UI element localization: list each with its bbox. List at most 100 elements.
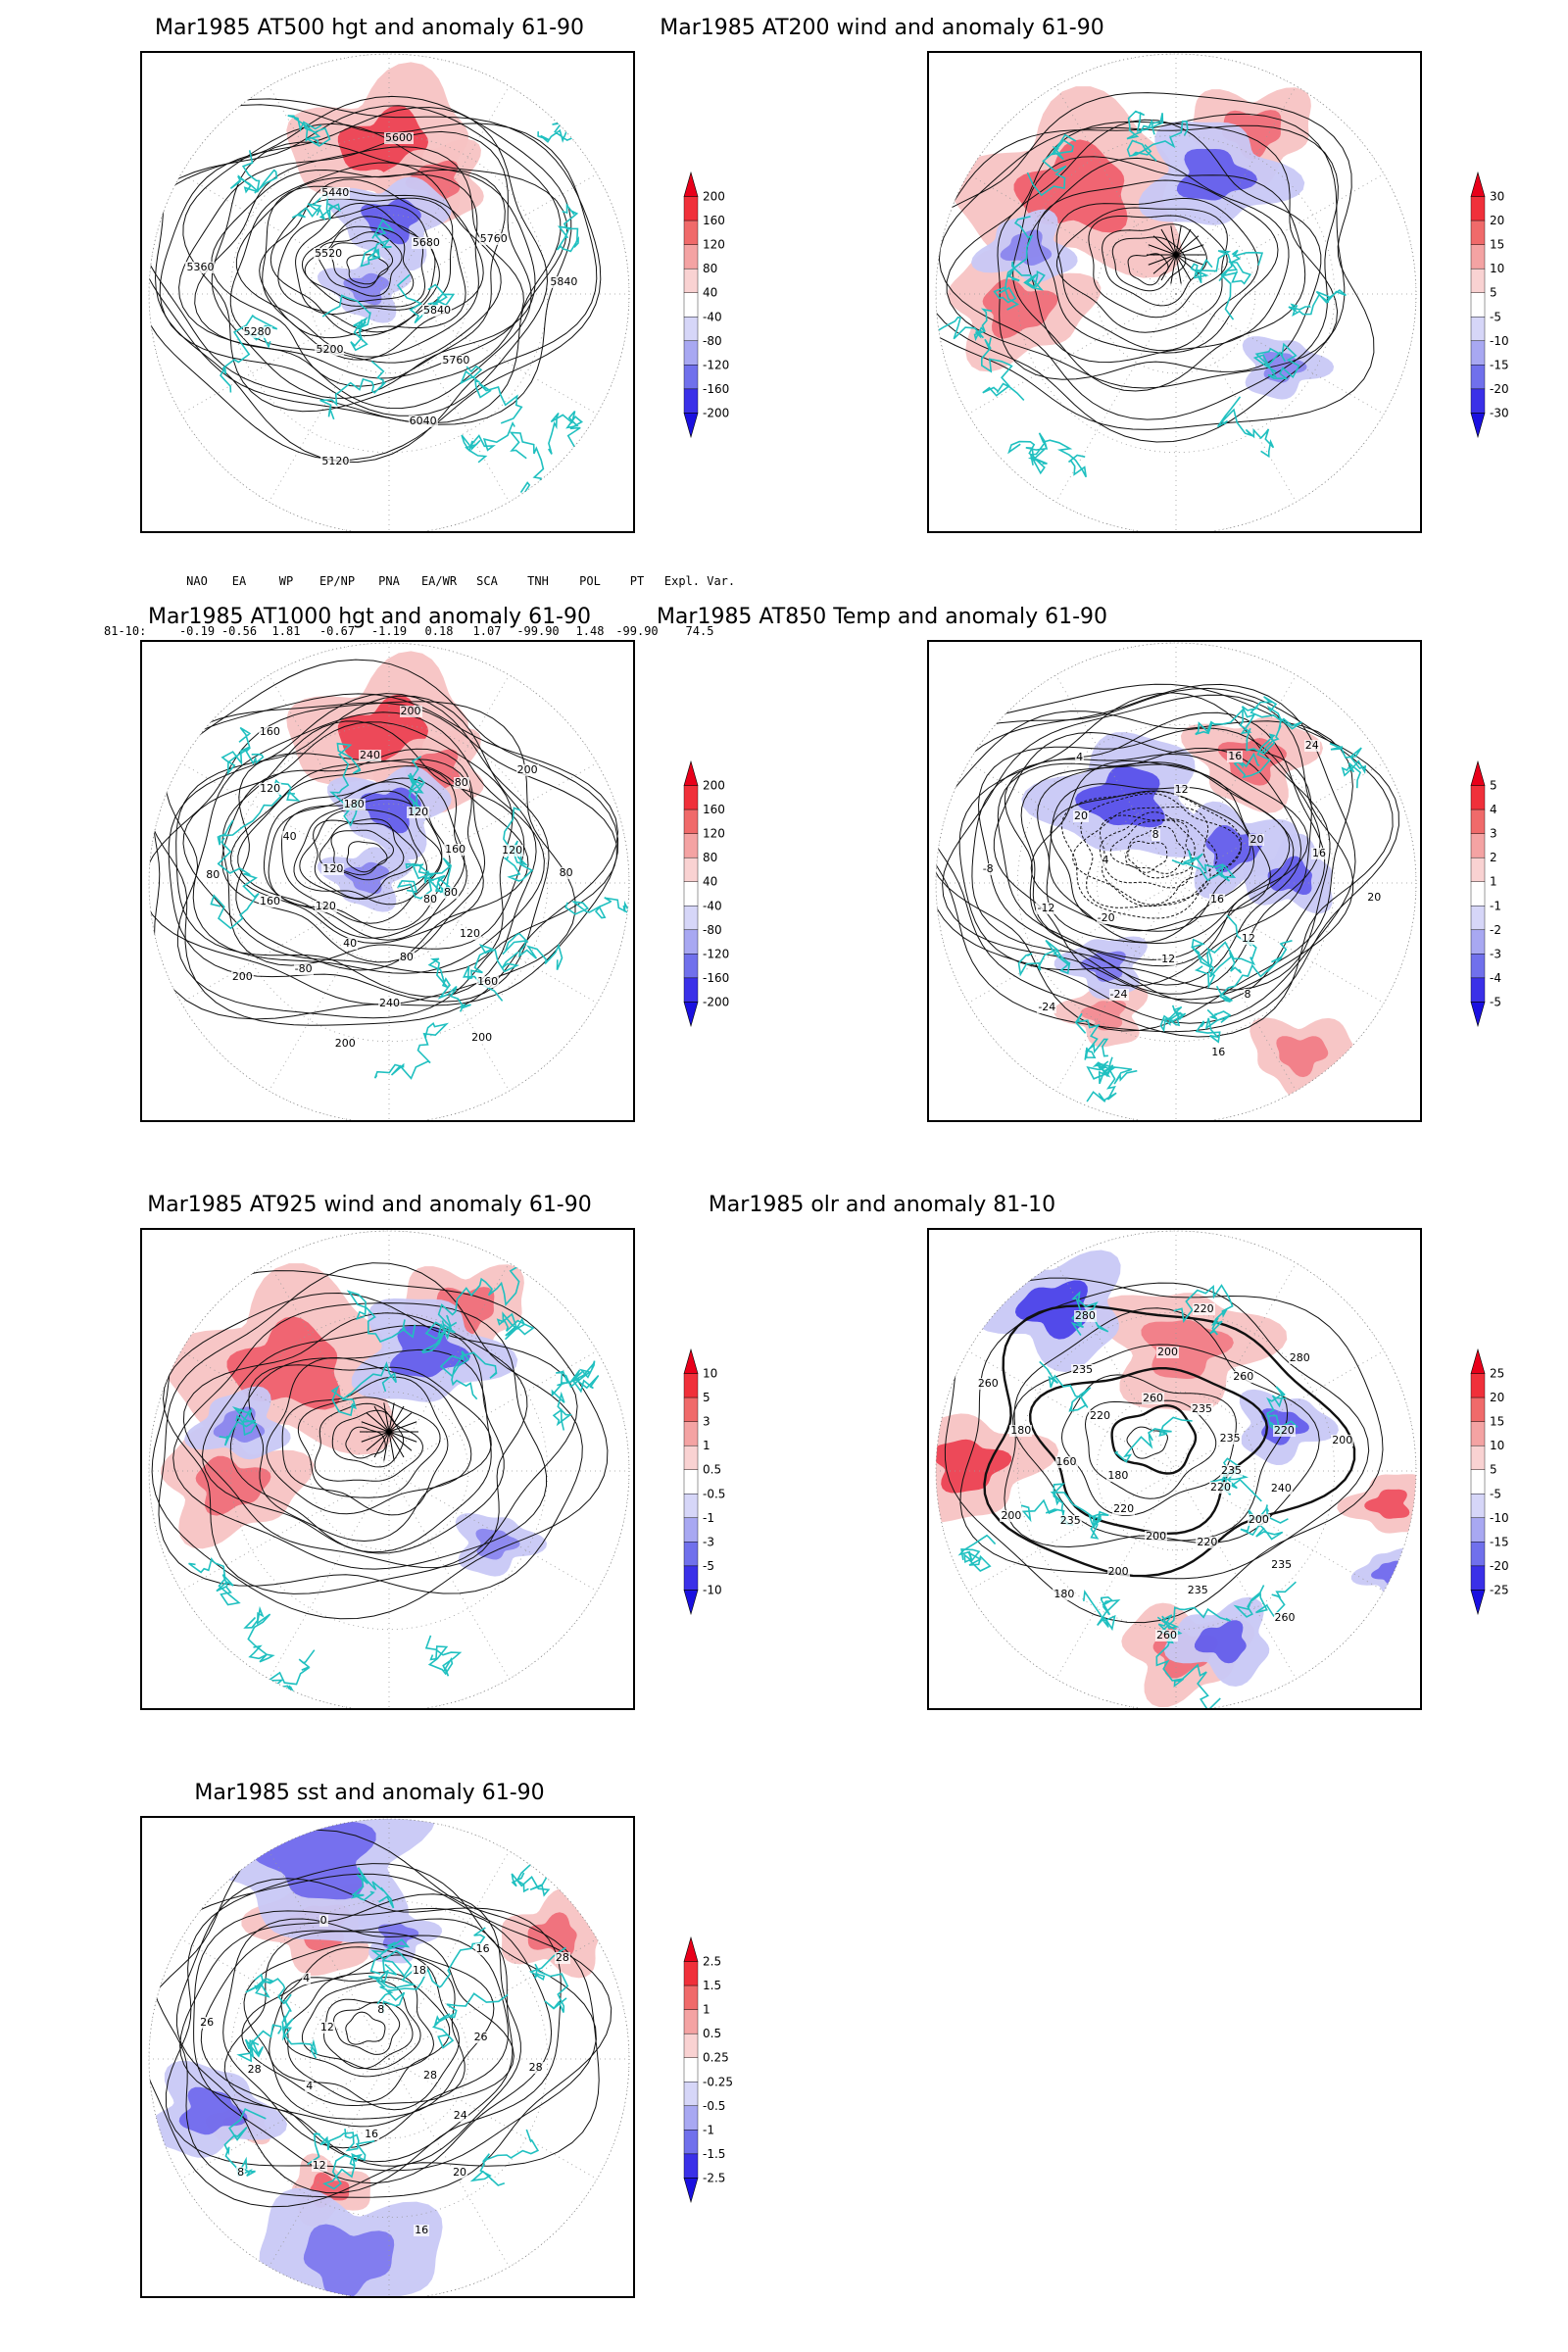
colorbar-label: 15 [1490, 238, 1504, 252]
colorbar-swatch [683, 785, 699, 810]
coastline [407, 756, 425, 815]
colorbar-label: 40 [703, 286, 717, 300]
streamline [388, 1421, 417, 1433]
coastline [346, 1290, 416, 1343]
positive-anomaly [501, 1887, 600, 1979]
contour-line [262, 185, 484, 361]
contour-line [1127, 253, 1169, 286]
contour-line [293, 790, 443, 906]
coastline [1083, 1590, 1121, 1632]
contour-label: 160 [444, 843, 467, 856]
contour-line [149, 98, 602, 461]
contour-label: 220 [1089, 1409, 1111, 1423]
contour-label: 0 [318, 1914, 328, 1928]
latitude-circle [1016, 723, 1336, 1043]
contour-line [329, 240, 394, 288]
colorbar-swatch [683, 1984, 699, 2010]
map-panel-3: 80 120 160 200 80 240 200 40 -80 200 120 160 80 120 40… [140, 640, 635, 1122]
contour-line [345, 2011, 386, 2045]
coastline [1039, 1360, 1092, 1412]
map-panel-2 [927, 51, 1422, 533]
contour-label: 5760 [441, 353, 471, 367]
contour-label: -24 [1037, 1001, 1057, 1014]
contour-label: 28 [554, 1950, 570, 1964]
latitude-circle [229, 1311, 549, 1631]
map-boundary [148, 1230, 630, 1708]
negative-anomaly [475, 1528, 520, 1560]
contour-label: 235 [1058, 1514, 1082, 1528]
colorbar-swatch [683, 1542, 699, 1567]
index-header: NAO [186, 574, 208, 588]
streamline [388, 1431, 395, 1461]
streamline [1175, 254, 1204, 266]
index-header: EP/NP [318, 574, 356, 588]
contour-label: 235 [1186, 1583, 1209, 1596]
colorbar-swatch [1470, 977, 1486, 1003]
contour-label: 40 [342, 936, 359, 950]
colorbar-swatch [683, 977, 699, 1003]
coastline [236, 2024, 282, 2063]
meridian-line [1175, 293, 1385, 415]
coastline [1126, 110, 1164, 140]
contour-label: 120 [459, 926, 482, 940]
contour-line [1055, 197, 1259, 352]
contour-label: 4 [1101, 853, 1110, 866]
colorbar-swatch [1470, 906, 1486, 931]
colorbar-swatch [683, 2057, 699, 2082]
latitude-circle [1016, 1311, 1336, 1631]
contour-line [154, 104, 598, 464]
meridian-line [967, 882, 1177, 1004]
contour-label: 240 [378, 997, 402, 1010]
coastline [551, 1370, 580, 1431]
colorbar-swatch [683, 2082, 699, 2107]
contour-line [259, 178, 466, 339]
contour-line [314, 1402, 423, 1482]
colorbar-swatch [683, 954, 699, 979]
contour-label: 80 [422, 892, 439, 906]
contour-label: 180 [342, 797, 366, 810]
coastline [368, 1969, 416, 2014]
contour-line [263, 777, 466, 941]
contour-line [313, 819, 417, 900]
coastline [502, 932, 564, 971]
colorbar-swatch [1470, 785, 1486, 810]
colorbar-label: -80 [703, 334, 722, 348]
meridian-line [1055, 85, 1177, 295]
colorbar-cap [683, 760, 699, 786]
colorbar-label: -80 [703, 923, 722, 937]
index-header: WP [278, 574, 294, 588]
coastline [1074, 1012, 1109, 1060]
contour-label: 180 [1009, 1423, 1033, 1437]
coastline [528, 1946, 569, 2013]
contour-label: 6040 [408, 414, 438, 427]
index-table-values: 81-10: -0.19 -0.56 1.81 -0.67 -1.19 0.18… [98, 623, 739, 640]
meridian-line [1175, 1350, 1385, 1472]
colorbar-label: 20 [1490, 214, 1504, 227]
colorbar-1: 200 160 120 80 40 -40 -80 -120 -160 -200 [683, 171, 762, 447]
coastline [307, 2129, 360, 2166]
contour-line [993, 731, 1312, 987]
contour-line [1080, 793, 1243, 908]
coastline [1173, 1284, 1234, 1336]
meridian-line [388, 674, 510, 884]
colorbar-label: -40 [703, 899, 722, 912]
colorbar-swatch [683, 292, 699, 318]
meridian-line [180, 293, 390, 415]
coastline [291, 192, 341, 220]
contour-line [1049, 783, 1255, 944]
contour-line [1125, 825, 1186, 874]
colorbar-label: 20 [1490, 1391, 1504, 1404]
map-boundary [935, 642, 1417, 1120]
contour-line [936, 687, 1394, 1038]
contour-line [1109, 819, 1194, 879]
negative-anomaly [1080, 951, 1126, 982]
coastline [219, 1406, 258, 1446]
contour-label: 180 [1053, 1588, 1076, 1601]
streamline [388, 1431, 413, 1451]
colorbar-label: 1 [1490, 875, 1497, 889]
coastline [1329, 742, 1367, 789]
colorbar-label: -4 [1490, 971, 1501, 985]
contour-label: 235 [1218, 1431, 1242, 1445]
streamline [1160, 254, 1177, 281]
coastline [330, 1360, 397, 1417]
